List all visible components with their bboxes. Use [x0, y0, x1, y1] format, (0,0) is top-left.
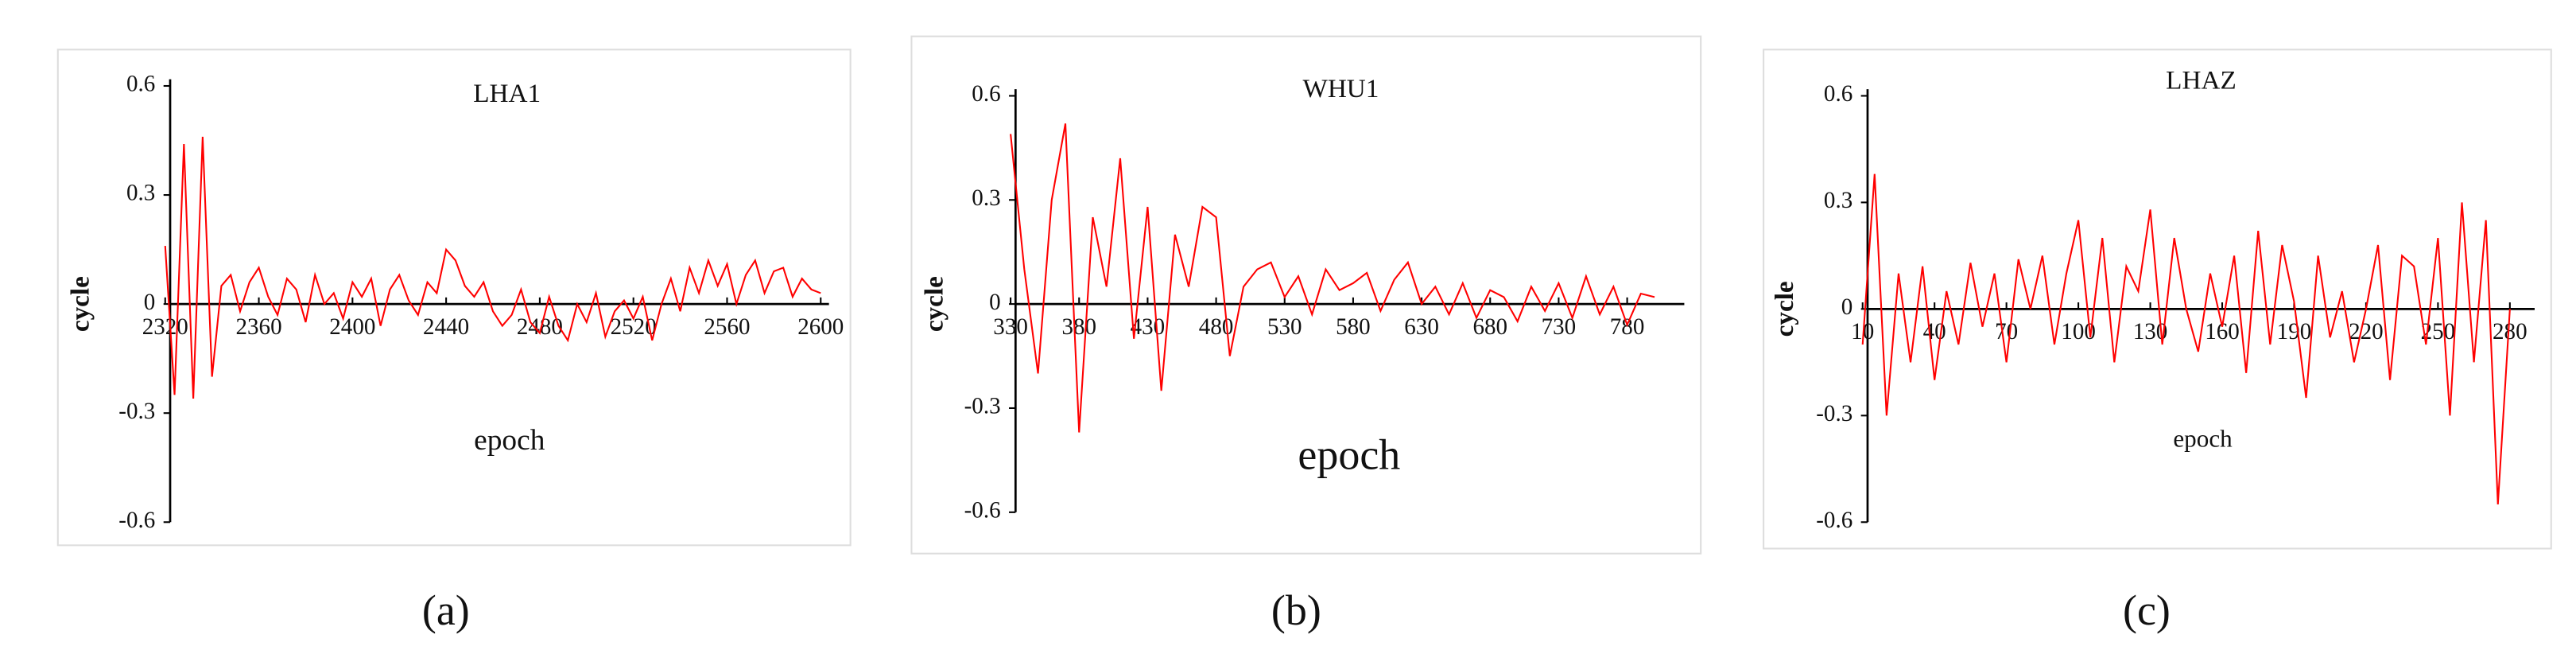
x-tick-label: 190	[2277, 319, 2312, 345]
y-axis-label: cycle	[919, 276, 949, 332]
y-tick-label: -0.3	[1816, 401, 1852, 426]
y-tick-label: -0.3	[964, 394, 1001, 419]
y-axis-label: cycle	[1770, 281, 1799, 337]
y-tick-label: 0.6	[972, 81, 1000, 107]
x-tick-label: 2560	[704, 314, 750, 340]
y-tick-label: 0.3	[972, 185, 1000, 211]
panel-caption: (a)	[422, 586, 470, 634]
x-tick-label: 2480	[517, 314, 563, 340]
data-line	[164, 136, 821, 399]
x-tick-label: 2360	[235, 314, 281, 340]
x-tick-label: 380	[1061, 314, 1096, 340]
chart-title: WHU1	[1302, 74, 1379, 103]
y-tick-label: 0	[1841, 294, 1853, 320]
x-axis-label: epoch	[474, 424, 545, 457]
x-tick-label: 630	[1404, 314, 1439, 340]
panel-frame	[56, 49, 852, 547]
x-tick-label: 580	[1336, 314, 1371, 340]
panel-caption: (c)	[2123, 586, 2171, 634]
y-tick-label: 0.6	[126, 72, 155, 97]
y-tick-label: -0.3	[118, 399, 155, 424]
x-axis-label: epoch	[1298, 431, 1400, 479]
y-axis-label: cycle	[66, 276, 95, 332]
data-line	[1010, 123, 1655, 433]
x-tick-label: 680	[1472, 314, 1507, 340]
x-tick-label: 2400	[329, 314, 375, 340]
x-tick-label: 780	[1610, 314, 1645, 340]
x-tick-label: 730	[1542, 314, 1577, 340]
x-axis-label: epoch	[2173, 425, 2233, 453]
x-tick-label: 330	[993, 314, 1028, 340]
y-tick-label: 0	[144, 290, 156, 315]
y-tick-label: 0	[989, 290, 1001, 315]
panel-caption: (b)	[1271, 586, 1321, 634]
y-tick-label: -0.6	[118, 508, 155, 533]
x-tick-label: 2320	[142, 314, 188, 340]
y-tick-label: -0.6	[964, 497, 1001, 523]
y-tick-label: 0.3	[126, 181, 155, 206]
x-tick-label: 2440	[423, 314, 469, 340]
y-tick-label: 0.6	[1824, 81, 1852, 107]
panel-frame	[1763, 49, 2552, 550]
x-tick-label: 530	[1267, 314, 1302, 340]
x-tick-label: 70	[1995, 319, 2018, 345]
x-tick-label: 280	[2493, 319, 2528, 345]
chart-title: LHAZ	[2166, 65, 2237, 95]
data-line	[1861, 173, 2511, 505]
chart-title: LHA1	[473, 79, 541, 108]
panel-frame	[910, 35, 1702, 555]
y-tick-label: -0.6	[1816, 508, 1852, 533]
x-tick-label: 220	[2349, 319, 2384, 345]
x-tick-label: 2600	[797, 314, 844, 340]
y-tick-label: 0.3	[1824, 188, 1852, 213]
